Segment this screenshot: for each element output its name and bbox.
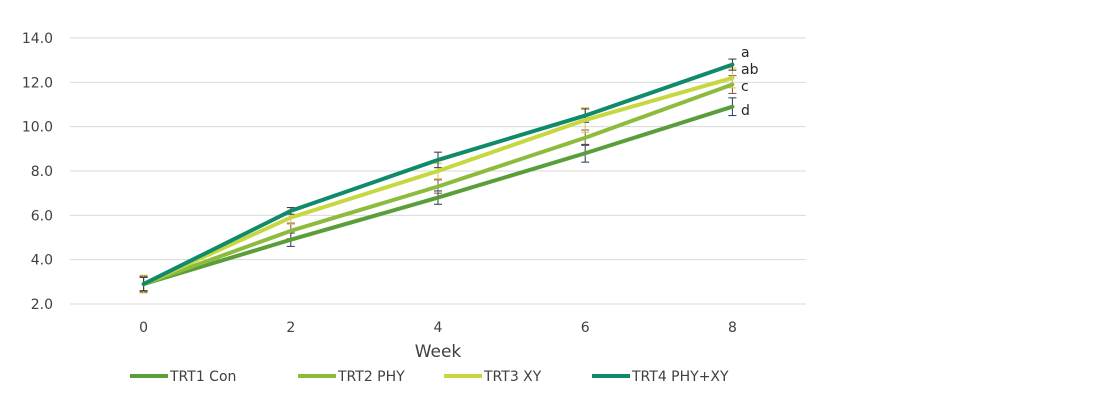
- x-tick-label: 8: [728, 320, 737, 336]
- series-line-1: [141, 104, 735, 287]
- significance-label: ab: [741, 62, 759, 78]
- legend-label: TRT3 XY: [483, 369, 542, 385]
- x-tick-label: 2: [286, 320, 295, 336]
- y-tick-label: 12.0: [22, 75, 53, 91]
- y-tick-label: 2.0: [31, 297, 53, 313]
- series-line-2: [141, 82, 735, 287]
- legend-label: TRT1 Con: [169, 369, 236, 385]
- y-tick-label: 6.0: [31, 208, 53, 224]
- significance-label: a: [741, 45, 750, 61]
- y-tick-label: 10.0: [22, 120, 53, 136]
- series-line-4: [141, 62, 735, 287]
- legend-item: TRT4 PHY+XY: [592, 369, 729, 385]
- y-axis-ticks: 2.0 4.0 6.0 8.0 10.0 12.0 14.0: [22, 31, 53, 313]
- legend: TRT1 Con TRT2 PHY TRT3 XY TRT4 PHY+XY: [130, 369, 729, 385]
- series-lines: [141, 62, 735, 287]
- y-tick-label: 4.0: [31, 253, 53, 269]
- x-tick-label: 0: [139, 320, 148, 336]
- x-tick-label: 6: [581, 320, 590, 336]
- series-line-3: [141, 75, 735, 287]
- legend-item: TRT3 XY: [444, 369, 542, 385]
- legend-label: TRT2 PHY: [337, 369, 405, 385]
- significance-label: d: [741, 103, 750, 119]
- legend-item: TRT1 Con: [130, 369, 236, 385]
- legend-label: TRT4 PHY+XY: [631, 369, 729, 385]
- x-axis-title: Week: [415, 342, 462, 362]
- y-tick-label: 14.0: [22, 31, 53, 47]
- legend-item: TRT2 PHY: [298, 369, 405, 385]
- y-tick-label: 8.0: [31, 164, 53, 180]
- x-axis-ticks: 0 2 4 6 8: [139, 320, 737, 336]
- significance-label: c: [741, 79, 749, 95]
- x-tick-label: 4: [434, 320, 443, 336]
